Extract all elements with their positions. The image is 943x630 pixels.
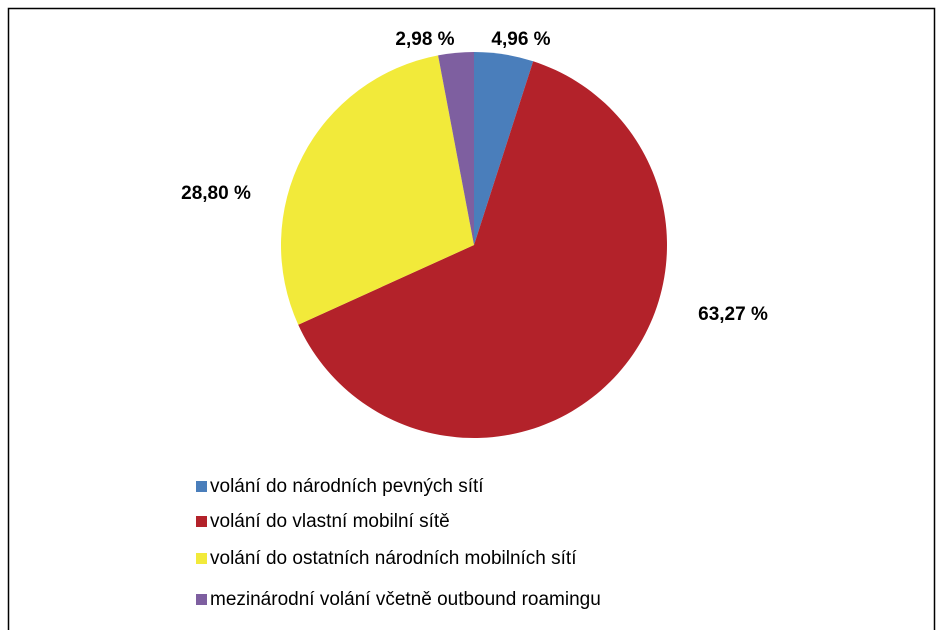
data-label: 2,98 %: [395, 29, 454, 50]
pie-slice: [438, 52, 474, 245]
pie-slice: [298, 61, 667, 439]
pie-slice: [280, 55, 474, 325]
legend-label: volání do ostatních národních mobilních …: [210, 548, 577, 569]
data-label: 63,27 %: [698, 304, 768, 325]
legend-label: volání do národních pevných sítí: [210, 476, 484, 497]
legend-swatch: [196, 553, 207, 564]
legend-label: mezinárodní volání včetně outbound roami…: [210, 589, 601, 610]
pie-slice: [474, 52, 534, 245]
legend-swatch: [196, 516, 207, 527]
legend-swatch: [196, 594, 207, 605]
legend-label: volání do vlastní mobilní sítě: [210, 511, 450, 532]
legend-swatch: [196, 481, 207, 492]
data-label: 28,80 %: [181, 183, 251, 204]
data-label: 4,96 %: [491, 29, 550, 50]
